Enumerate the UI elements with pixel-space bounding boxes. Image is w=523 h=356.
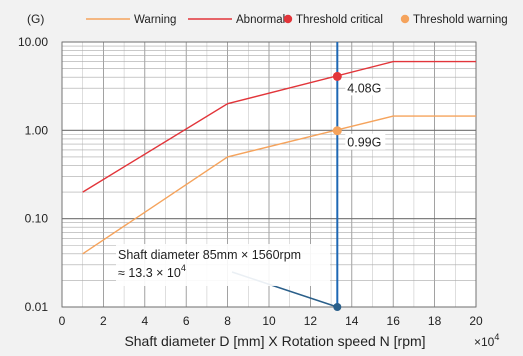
y-tick-label: 10.00	[18, 35, 48, 49]
x-tick-label: 2	[100, 314, 107, 328]
x-tick-label: 14	[345, 314, 359, 328]
annotation-background	[116, 244, 330, 286]
tick-layer: 0 2 4 6 8 10 12 14 16 18 20 10.00 1.00 0.10 0.01	[18, 35, 483, 328]
y-tick-label: 0.10	[25, 212, 49, 226]
annotation-line-1: Shaft diameter 85mm × 1560rpm	[118, 248, 301, 262]
x-tick-label: 10	[262, 314, 276, 328]
x-multiplier-base: ×10	[474, 335, 495, 349]
legend-label-threshold-warning: Threshold warning	[413, 14, 508, 26]
series-line-warning	[82, 115, 476, 255]
x-tick-label: 4	[141, 314, 148, 328]
x-tick-label: 20	[469, 314, 483, 328]
x-axis-title: Shaft diameter D [mm] X Rotation speed N…	[124, 333, 425, 349]
y-tick-label: 0.01	[25, 300, 49, 314]
x-tick-label: 18	[428, 314, 442, 328]
x-multiplier: ×104	[474, 332, 499, 349]
annotation-endpoint	[333, 303, 342, 311]
annotation-line-2-text: ≈ 13.3 × 10	[118, 266, 181, 280]
threshold-warning-label: 0.99G	[347, 136, 381, 150]
threshold-critical-label: 4.08G	[347, 81, 381, 95]
series-layer	[82, 60, 476, 255]
y-tick-label: 1.00	[25, 123, 49, 137]
annotation-layer: Shaft diameter 85mm × 1560rpm≈ 13.3 × 10…	[116, 42, 342, 311]
marker-layer: 4.08G 0.99G	[332, 71, 386, 150]
annotation-line-2-exp: 4	[181, 263, 186, 273]
legend-label-warning: Warning	[134, 14, 176, 26]
threshold-critical-marker	[332, 71, 342, 81]
legend-label-abnormal: Abnormal	[236, 14, 285, 26]
annotation-line-2: ≈ 13.3 × 104	[118, 263, 186, 280]
legend-label-threshold-critical: Threshold critical	[296, 14, 383, 26]
x-multiplier-exp: 4	[494, 332, 499, 342]
legend: Warning Abnormal Threshold critical Thresho…	[86, 14, 508, 26]
y-unit-label: (G)	[27, 12, 44, 26]
legend-swatch-threshold-warning	[400, 14, 410, 24]
x-tick-label: 6	[183, 314, 190, 328]
x-tick-label: 12	[304, 314, 318, 328]
marker-label-background	[345, 79, 386, 96]
plot-border	[61, 41, 477, 308]
x-tick-label: 16	[387, 314, 401, 328]
threshold-warning-marker	[332, 126, 342, 136]
marker-label-background	[345, 133, 386, 150]
series-line-abnormal	[82, 60, 476, 193]
x-tick-label: 0	[59, 314, 66, 328]
legend-swatch-threshold-critical	[283, 14, 293, 24]
x-tick-label: 8	[224, 314, 231, 328]
